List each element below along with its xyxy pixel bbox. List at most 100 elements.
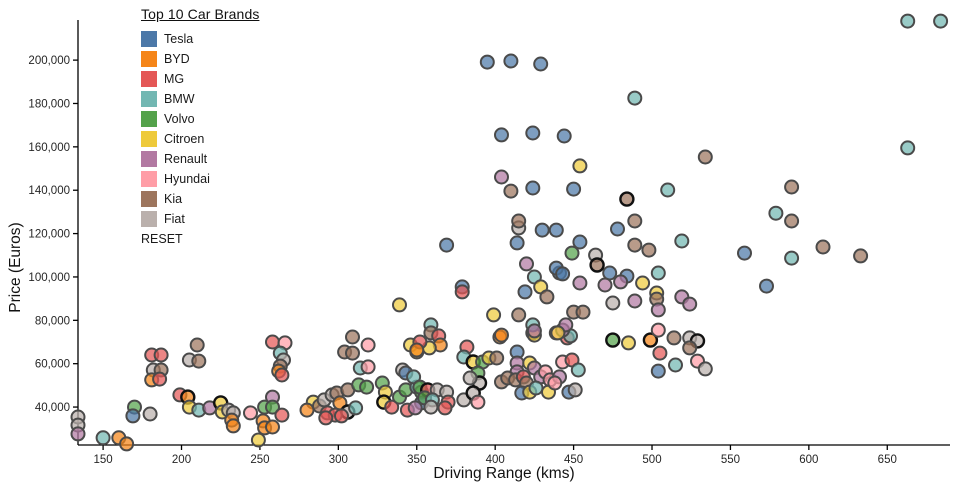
scatter-point-kia[interactable] (489, 350, 505, 366)
scatter-point-volvo[interactable] (564, 245, 580, 261)
scatter-point-mg[interactable] (437, 400, 453, 416)
scatter-point-tesla[interactable] (610, 221, 625, 237)
scatter-point-fiat[interactable] (142, 406, 158, 422)
scatter-point-bmw[interactable] (348, 400, 364, 416)
legend-item-renault[interactable]: Renault (141, 149, 259, 169)
scatter-point-bmw[interactable] (933, 13, 949, 29)
scatter-point-tesla[interactable] (517, 284, 533, 300)
legend-swatch-kia[interactable] (141, 191, 157, 207)
legend-item-mg[interactable]: MG (141, 69, 259, 89)
scatter-point-citroen[interactable] (486, 307, 502, 323)
scatter-point-tesla[interactable] (548, 222, 564, 238)
scatter-point-tesla[interactable] (737, 245, 752, 261)
scatter-point-kia[interactable] (575, 304, 591, 320)
scatter-point-renault[interactable] (526, 323, 542, 339)
scatter-point-citroen[interactable] (550, 325, 566, 341)
scatter-point-mg[interactable] (454, 284, 470, 300)
legend-swatch-bmw[interactable] (141, 91, 157, 107)
scatter-point-kia[interactable] (641, 242, 657, 258)
scatter-point-kia[interactable] (191, 353, 207, 369)
scatter-point-tesla[interactable] (650, 363, 666, 379)
scatter-point-byd[interactable] (119, 436, 135, 452)
scatter-point-mg[interactable] (334, 408, 349, 424)
scatter-point-tesla[interactable] (439, 237, 455, 253)
scatter-point-byd[interactable] (494, 327, 509, 343)
scatter-point-byd[interactable] (299, 402, 315, 418)
scatter-point-byd[interactable] (225, 418, 241, 434)
scatter-point-bmw[interactable] (95, 430, 111, 446)
scatter-point-bmw[interactable] (768, 205, 784, 221)
scatter-point-tesla[interactable] (555, 266, 571, 282)
scatter-point-kia[interactable] (853, 248, 869, 264)
legend-swatch-renault[interactable] (141, 151, 157, 167)
scatter-point-tesla[interactable] (533, 56, 549, 72)
legend-swatch-hyundai[interactable] (141, 171, 157, 187)
scatter-point-kia[interactable] (627, 237, 643, 253)
scatter-point-kia[interactable] (627, 213, 643, 229)
scatter-point-tesla[interactable] (566, 181, 582, 197)
scatter-point-kia[interactable] (539, 289, 555, 305)
legend-swatch-byd[interactable] (141, 51, 157, 67)
scatter-point-kia[interactable] (345, 345, 360, 361)
scatter-point-renault[interactable] (572, 275, 588, 291)
scatter-point-bmw[interactable] (900, 140, 916, 156)
scatter-point-fiat[interactable] (605, 295, 621, 311)
scatter-point-mg[interactable] (153, 347, 169, 363)
scatter-point-bmw[interactable] (528, 380, 544, 396)
legend-swatch-volvo[interactable] (141, 111, 157, 127)
scatter-point-mg[interactable] (274, 367, 290, 383)
legend-swatch-tesla[interactable] (141, 31, 157, 47)
legend-item-volvo[interactable]: Volvo (141, 109, 259, 129)
scatter-point-hyundai[interactable] (243, 405, 258, 421)
scatter-point-hyundai[interactable] (360, 359, 376, 375)
scatter-point-bmw[interactable] (900, 13, 916, 29)
scatter-point-mg[interactable] (274, 407, 290, 423)
legend-swatch-fiat[interactable] (141, 211, 157, 227)
scatter-point-kia[interactable] (784, 179, 800, 195)
legend-swatch-citroen[interactable] (141, 131, 157, 147)
scatter-point-hyundai[interactable] (470, 394, 486, 410)
scatter-point-renault[interactable] (650, 302, 666, 318)
scatter-point-renault[interactable] (682, 296, 698, 312)
scatter-point-bmw[interactable] (627, 90, 643, 106)
legend-item-kia[interactable]: Kia (141, 189, 259, 209)
scatter-point-tesla[interactable] (534, 222, 550, 238)
scatter-point-bmw[interactable] (668, 357, 683, 373)
scatter-point-citroen[interactable] (250, 432, 266, 448)
legend-item-citroen[interactable]: Citroen (141, 129, 259, 149)
scatter-point-volvo[interactable] (605, 332, 621, 348)
scatter-point-citroen[interactable] (392, 297, 407, 313)
scatter-point-renault[interactable] (70, 426, 86, 442)
scatter-point-kia[interactable] (815, 239, 831, 255)
scatter-point-renault[interactable] (519, 256, 534, 272)
scatter-point-tesla[interactable] (525, 180, 541, 196)
scatter-point-bmw[interactable] (650, 265, 666, 281)
scatter-point-renault[interactable] (407, 400, 423, 416)
scatter-point-mg[interactable] (318, 410, 334, 426)
scatter-point-mg[interactable] (384, 399, 400, 415)
scatter-point-kia[interactable] (619, 191, 635, 207)
scatter-point-kia[interactable] (697, 149, 713, 165)
legend-item-tesla[interactable]: Tesla (141, 29, 259, 49)
scatter-point-hyundai[interactable] (547, 375, 563, 391)
scatter-point-hyundai[interactable] (360, 337, 376, 353)
scatter-point-kia[interactable] (345, 329, 360, 345)
scatter-point-tesla[interactable] (525, 125, 541, 141)
scatter-point-citroen[interactable] (572, 158, 588, 174)
scatter-point-renault[interactable] (494, 169, 509, 185)
reset-button[interactable]: RESET (141, 232, 183, 246)
scatter-point-mg[interactable] (152, 371, 168, 387)
scatter-point-tesla[interactable] (556, 128, 572, 144)
scatter-point-citroen[interactable] (621, 335, 636, 351)
scatter-point-kia[interactable] (784, 213, 800, 229)
scatter-point-kia[interactable] (503, 183, 519, 199)
legend-item-fiat[interactable]: Fiat (141, 209, 259, 229)
scatter-point-tesla[interactable] (125, 408, 141, 424)
legend-item-hyundai[interactable]: Hyundai (141, 169, 259, 189)
scatter-point-renault[interactable] (613, 274, 629, 290)
scatter-point-volvo[interactable] (265, 399, 280, 415)
scatter-point-tesla[interactable] (572, 234, 588, 250)
scatter-point-kia[interactable] (682, 340, 698, 356)
scatter-point-tesla[interactable] (494, 127, 509, 143)
scatter-point-renault[interactable] (627, 293, 643, 309)
